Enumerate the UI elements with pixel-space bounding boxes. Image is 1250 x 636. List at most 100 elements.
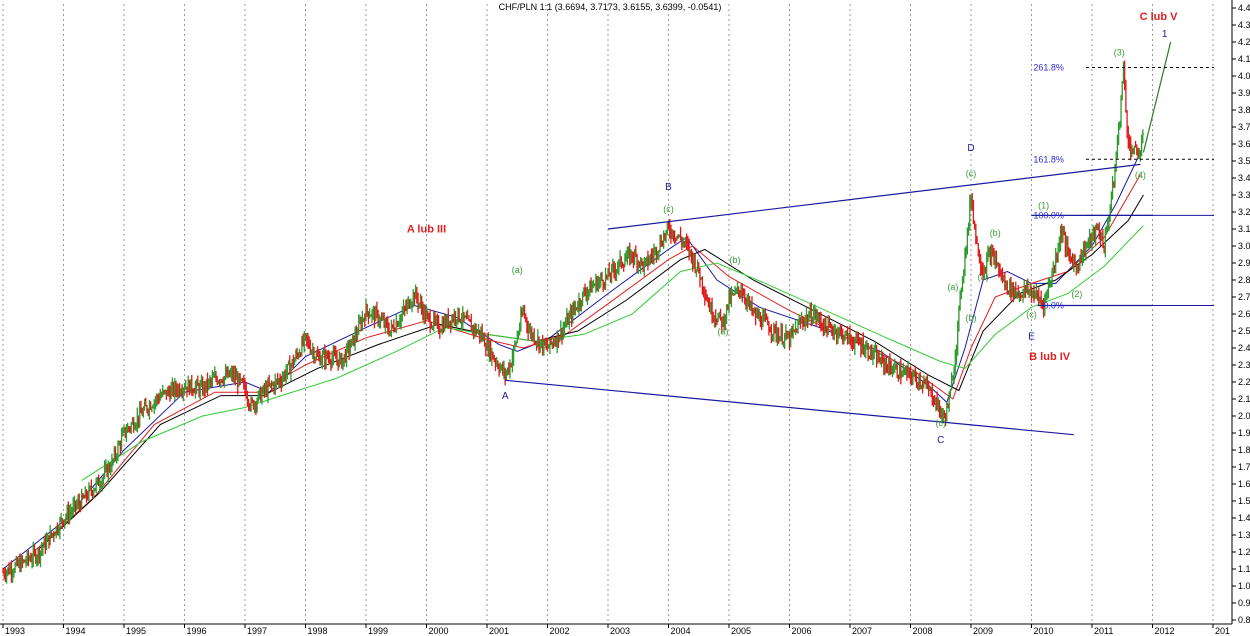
y-tick-label: 2.6: [1238, 309, 1250, 319]
y-tick-label: 1.8: [1238, 445, 1250, 455]
x-tick-label: 2009: [973, 626, 993, 636]
trendlines: [505, 41, 1172, 436]
x-tick-label: 1996: [187, 626, 207, 636]
x-tick-label: 2006: [792, 626, 812, 636]
moving-average-line: [81, 225, 1144, 482]
y-tick-label: 2.1: [1238, 394, 1250, 404]
y-tick-label: 4.1: [1238, 54, 1250, 64]
y-tick-label: 2.5: [1238, 326, 1250, 336]
fib-level-label: 161.8%: [1033, 154, 1064, 164]
wave-label: (c): [966, 168, 977, 178]
y-tick-label: 2.8: [1238, 275, 1250, 285]
fib-level-label: 100.0%: [1033, 210, 1064, 220]
y-tick-label: 1.1: [1238, 564, 1250, 574]
x-tick-label: 2002: [550, 626, 570, 636]
y-tick-label: 3.2: [1238, 207, 1250, 217]
y-tick-label: 2.2: [1238, 377, 1250, 387]
wave-label: (c): [1026, 309, 1037, 319]
y-tick-label: 3.4: [1238, 173, 1250, 183]
wave-label: B: [665, 182, 672, 193]
trendline: [1142, 41, 1172, 153]
y-tick-label: 3.0: [1238, 241, 1250, 251]
y-tick-label: 4.4: [1238, 3, 1250, 13]
y-tick-label: 1.5: [1238, 496, 1250, 506]
wave-label: (b): [730, 255, 741, 265]
wave-label: (a): [717, 326, 728, 336]
wave-label: (a): [512, 265, 523, 275]
y-tick-label: 1.9: [1238, 428, 1250, 438]
x-tick-label: 2010: [1034, 626, 1054, 636]
moving-average-line: [32, 174, 1141, 553]
y-tick-label: 3.3: [1238, 190, 1250, 200]
wave-label: D: [967, 143, 974, 154]
x-tick-label: 2004: [671, 626, 691, 636]
y-tick-label: 4.0: [1238, 71, 1250, 81]
x-tick-label: 1994: [66, 626, 86, 636]
x-tick-label: 2007: [852, 626, 872, 636]
y-tick-label: 2.9: [1238, 258, 1250, 268]
y-tick-label: 0.8: [1238, 615, 1250, 625]
wave-label: (a): [978, 272, 989, 282]
trendline: [505, 379, 1074, 436]
wave-label: 1: [1162, 29, 1168, 40]
wave-label: C: [937, 435, 944, 446]
y-tick-label: 4.3: [1238, 20, 1250, 30]
wave-label: B lub IV: [1029, 351, 1071, 363]
trendline: [607, 163, 1141, 230]
y-tick-label: 1.4: [1238, 513, 1250, 523]
wave-label: (4): [1135, 170, 1146, 180]
fibonacci-levels: 261.8% 161.8% 100.0% 0.0%: [1033, 63, 1214, 311]
y-tick-label: 2.4: [1238, 343, 1250, 353]
wave-label: A lub III: [407, 223, 446, 235]
y-tick-label: 3.9: [1238, 88, 1250, 98]
y-tick-label: 1.2: [1238, 547, 1250, 557]
x-tick-label: 1993: [5, 626, 25, 636]
chart-grid: [2, 4, 1214, 624]
x-tick-label: 1995: [126, 626, 146, 636]
y-tick-label: 3.5: [1238, 156, 1250, 166]
y-tick-label: 3.7: [1238, 122, 1250, 132]
fib-level-label: 0.0%: [1043, 301, 1064, 311]
y-tick-label: 2.3: [1238, 360, 1250, 370]
x-tick-label: 1999: [368, 626, 388, 636]
wave-label: (b): [536, 338, 547, 348]
x-tick-label: 2003: [610, 626, 630, 636]
y-tick-label: 4.2: [1238, 37, 1250, 47]
x-tick-label: 2012: [1155, 626, 1175, 636]
y-tick-label: 2.7: [1238, 292, 1250, 302]
wave-label: C lub V: [1140, 11, 1179, 23]
y-tick-label: 3.6: [1238, 139, 1250, 149]
y-tick-label: 1.6: [1238, 479, 1250, 489]
wave-label: (c): [663, 204, 674, 214]
wave-annotations: A lub III A B C D E B lub IV C lub V 1 (a) (b) (c) (…: [407, 11, 1178, 446]
wave-label: (b): [966, 313, 977, 323]
y-tick-label: 0.9: [1238, 598, 1250, 608]
chart-title: CHF/PLN 1:1 (3.6694, 3.7173, 3.6155, 3.6…: [499, 2, 722, 12]
y-tick-label: 3.1: [1238, 224, 1250, 234]
y-tick-label: 1.7: [1238, 462, 1250, 472]
moving-averages: [2, 152, 1144, 570]
price-bars: [2, 60, 1145, 584]
wave-label: (3): [1114, 48, 1125, 58]
x-tick-label: 201: [1215, 626, 1230, 636]
x-tick-label: 2001: [489, 626, 509, 636]
y-tick-label: 1.0: [1238, 581, 1250, 591]
wave-label: (2): [1071, 289, 1082, 299]
wave-label: (1): [1038, 201, 1049, 211]
wave-label: (b): [990, 228, 1001, 238]
y-tick-label: 2.0: [1238, 411, 1250, 421]
wave-label: (a): [947, 282, 958, 292]
y-tick-label: 3.8: [1238, 105, 1250, 115]
wave-label: E: [1028, 332, 1035, 343]
x-tick-label: 2011: [1094, 626, 1113, 636]
fib-level-label: 261.8%: [1033, 63, 1064, 73]
x-tick-label: 1998: [308, 626, 328, 636]
wave-label: A: [502, 391, 509, 402]
x-tick-label: 2005: [731, 626, 751, 636]
wave-label: (c): [936, 418, 947, 428]
x-tick-label: 2000: [429, 626, 449, 636]
x-tick-label: 2008: [913, 626, 933, 636]
y-tick-label: 1.3: [1238, 530, 1250, 540]
